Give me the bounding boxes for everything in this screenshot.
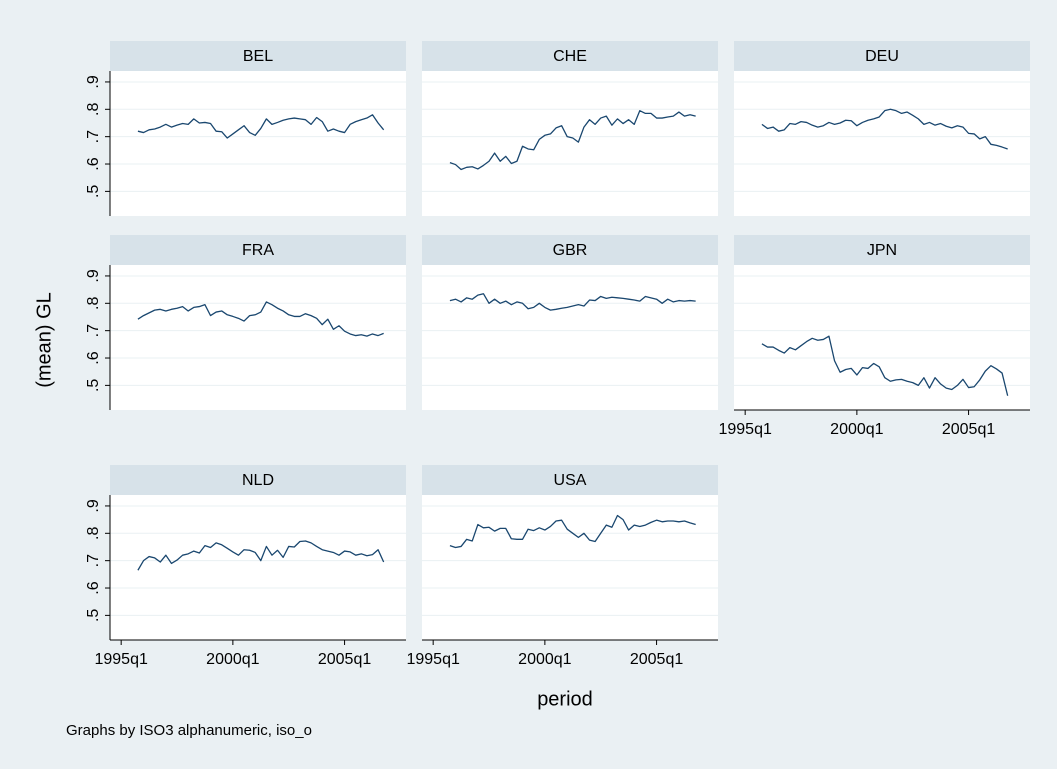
panel-title: BEL bbox=[243, 48, 273, 65]
series-line bbox=[449, 293, 696, 311]
x-tick-label: 1995q1 bbox=[718, 421, 771, 438]
panel-title: NLD bbox=[242, 472, 274, 489]
x-tick-label: 2005q1 bbox=[630, 651, 683, 668]
panel-header bbox=[734, 41, 1030, 71]
x-tick-label: 1995q1 bbox=[94, 651, 147, 668]
panel-header bbox=[110, 41, 406, 71]
plot-area bbox=[110, 71, 406, 216]
y-tick-label: .7 bbox=[85, 554, 102, 567]
y-tick-label: .9 bbox=[85, 269, 102, 282]
series-line bbox=[137, 301, 384, 337]
x-tick-label: 2005q1 bbox=[318, 651, 371, 668]
plot-area bbox=[422, 265, 718, 410]
x-axis-title: period bbox=[537, 688, 593, 710]
plot-area bbox=[734, 265, 1030, 410]
x-tick-label: 2005q1 bbox=[942, 421, 995, 438]
y-tick-label: .5 bbox=[85, 609, 102, 622]
series-line bbox=[449, 110, 696, 171]
x-tick-label: 2000q1 bbox=[830, 421, 883, 438]
plot-area bbox=[422, 71, 718, 216]
panel-title: USA bbox=[554, 472, 587, 489]
y-tick-label: .8 bbox=[85, 297, 102, 310]
y-tick-label: .8 bbox=[85, 527, 102, 540]
y-tick-label: .9 bbox=[85, 499, 102, 512]
plot-area bbox=[422, 495, 718, 640]
y-tick-label: .7 bbox=[85, 324, 102, 337]
y-tick-label: .5 bbox=[85, 379, 102, 392]
y-axis-title: (mean) GL bbox=[33, 292, 55, 388]
x-tick-label: 2000q1 bbox=[206, 651, 259, 668]
series-line bbox=[137, 114, 385, 139]
y-tick-label: .6 bbox=[85, 351, 102, 364]
panel-title: GBR bbox=[553, 242, 588, 259]
y-tick-label: .5 bbox=[85, 185, 102, 198]
panel-title: DEU bbox=[865, 48, 899, 65]
y-tick-label: .9 bbox=[85, 75, 102, 88]
series-line bbox=[761, 108, 1008, 150]
panel-title: FRA bbox=[242, 242, 274, 259]
y-tick-label: .6 bbox=[85, 157, 102, 170]
panel-title: CHE bbox=[553, 48, 587, 65]
y-tick-label: .8 bbox=[85, 103, 102, 116]
panel-title: JPN bbox=[867, 242, 897, 259]
y-tick-label: .7 bbox=[85, 130, 102, 143]
panel-header bbox=[422, 465, 718, 495]
x-tick-label: 1995q1 bbox=[406, 651, 459, 668]
series-line bbox=[449, 514, 696, 549]
plot-area bbox=[734, 71, 1030, 216]
panel-header bbox=[110, 465, 406, 495]
panel-header bbox=[734, 235, 1030, 265]
note: Graphs by ISO3 alphanumeric, iso_o bbox=[66, 722, 312, 739]
panel-header bbox=[110, 235, 406, 265]
x-tick-label: 2000q1 bbox=[518, 651, 571, 668]
y-tick-label: .6 bbox=[85, 581, 102, 594]
panel-header bbox=[422, 41, 718, 71]
series-line bbox=[761, 335, 1009, 396]
series-line bbox=[137, 540, 385, 571]
panel-header bbox=[422, 235, 718, 265]
plot-area bbox=[110, 265, 406, 410]
plot-area bbox=[110, 495, 406, 640]
